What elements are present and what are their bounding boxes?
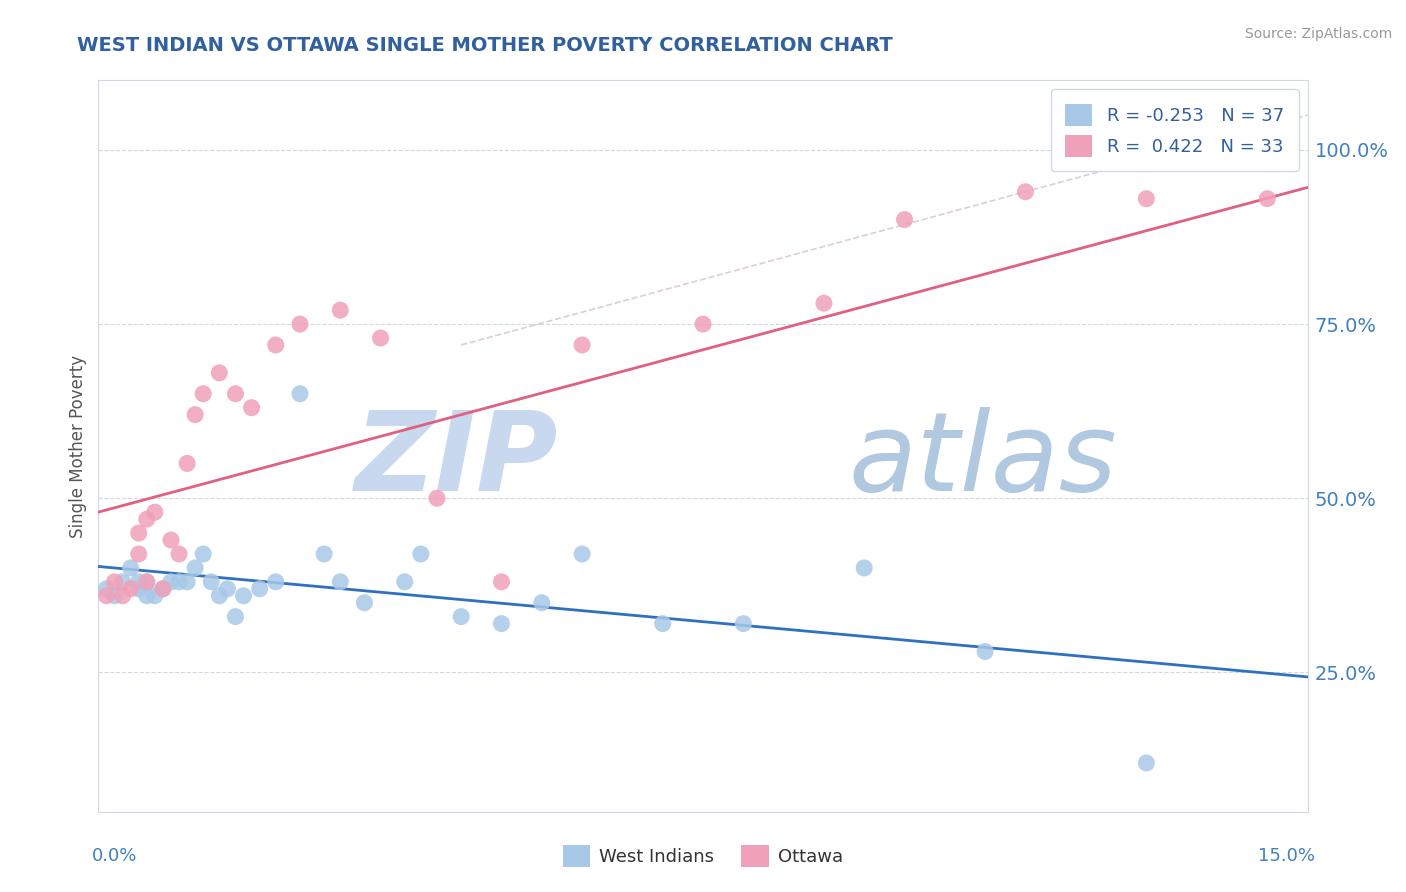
Point [264,338,287,352]
Text: atlas: atlas [848,407,1116,514]
Point [409,547,432,561]
Point [394,574,416,589]
Point [853,561,876,575]
Point [329,303,352,318]
Point [1135,192,1157,206]
Point [224,609,246,624]
Point [813,296,835,310]
Point [120,582,142,596]
Point [152,582,174,596]
Point [692,317,714,331]
Point [733,616,755,631]
Point [176,574,198,589]
Point [208,366,231,380]
Point [135,589,157,603]
Point [103,589,125,603]
Legend: West Indians, Ottawa: West Indians, Ottawa [555,838,851,874]
Point [184,561,207,575]
Point [288,386,311,401]
Point [249,582,271,596]
Point [530,596,553,610]
Point [491,616,513,631]
Point [103,574,125,589]
Point [232,589,254,603]
Point [1135,756,1157,770]
Point [450,609,472,624]
Point [128,526,150,541]
Text: WEST INDIAN VS OTTAWA SINGLE MOTHER POVERTY CORRELATION CHART: WEST INDIAN VS OTTAWA SINGLE MOTHER POVE… [77,36,893,54]
Point [167,574,190,589]
Point [288,317,311,331]
Text: 15.0%: 15.0% [1257,847,1315,865]
Point [143,589,166,603]
Point [160,533,183,547]
Point [111,589,134,603]
Point [128,574,150,589]
Point [96,582,118,596]
Point [143,505,166,519]
Point [128,547,150,561]
Point [217,582,239,596]
Point [200,574,222,589]
Point [353,596,375,610]
Point [426,491,449,506]
Text: ZIP: ZIP [354,407,558,514]
Point [135,574,157,589]
Point [240,401,263,415]
Point [491,574,513,589]
Point [974,644,997,658]
Point [193,547,215,561]
Point [264,574,287,589]
Point [571,338,593,352]
Point [1256,192,1278,206]
Point [135,574,157,589]
Point [176,457,198,471]
Point [135,512,157,526]
Point [329,574,352,589]
Legend: R = -0.253   N = 37, R =  0.422   N = 33: R = -0.253 N = 37, R = 0.422 N = 33 [1050,89,1299,171]
Point [128,582,150,596]
Point [370,331,392,345]
Point [1337,317,1360,331]
Point [193,386,215,401]
Point [893,212,915,227]
Point [152,582,174,596]
Point [111,574,134,589]
Point [314,547,336,561]
Text: 0.0%: 0.0% [91,847,136,865]
Point [96,589,118,603]
Point [1014,185,1036,199]
Point [651,616,673,631]
Point [184,408,207,422]
Point [160,574,183,589]
Text: Source: ZipAtlas.com: Source: ZipAtlas.com [1244,27,1392,41]
Point [167,547,190,561]
Point [120,561,142,575]
Y-axis label: Single Mother Poverty: Single Mother Poverty [69,354,87,538]
Point [208,589,231,603]
Point [224,386,246,401]
Point [571,547,593,561]
